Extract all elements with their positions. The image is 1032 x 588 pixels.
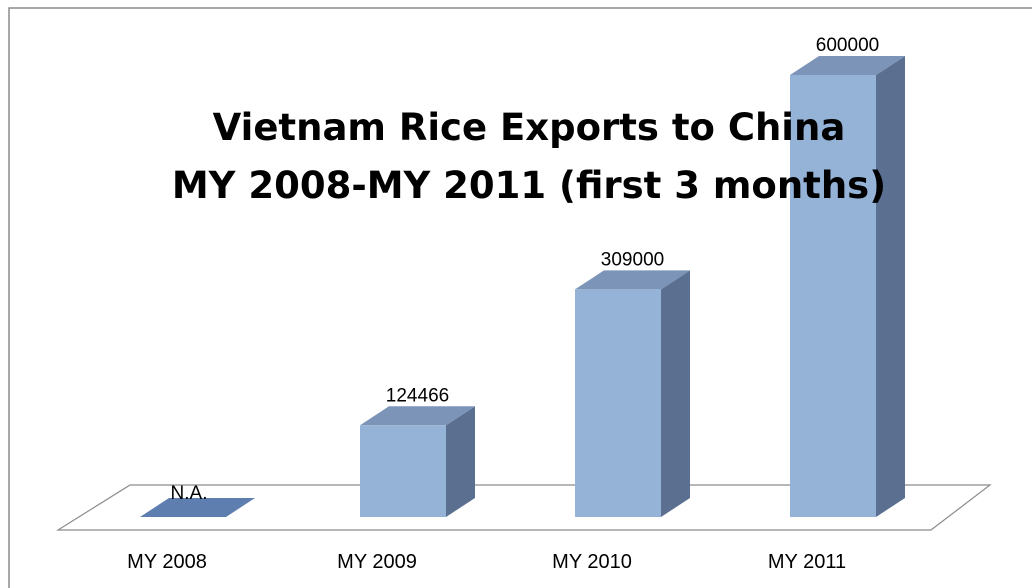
bar-my-2010	[575, 270, 690, 517]
chart-title-line1: Vietnam Rice Exports to China	[213, 106, 846, 149]
bar-my-2009	[360, 406, 475, 517]
chart-floor	[55, 484, 992, 531]
data-label-my-2008: N.A.	[171, 483, 208, 504]
data-label-my-2009: 124466	[386, 385, 449, 406]
bar-my-2011	[790, 56, 905, 517]
x-tick-my-2010: MY 2010	[552, 551, 632, 573]
data-labels-layer: N.A. 124466 309000 600000	[171, 35, 880, 504]
tick-labels-layer: MY 2008 MY 2009 MY 2010 MY 2011	[127, 551, 846, 573]
chart-title-line2: MY 2008-MY 2011 (first 3 months)	[172, 164, 886, 207]
x-tick-my-2011: MY 2011	[768, 551, 846, 573]
x-tick-my-2009: MY 2009	[337, 551, 417, 573]
x-tick-my-2008: MY 2008	[127, 551, 207, 573]
data-label-my-2011: 600000	[816, 35, 879, 56]
bars-layer	[140, 56, 905, 517]
data-label-my-2010: 309000	[601, 249, 664, 270]
bar-my-2008	[140, 498, 255, 517]
